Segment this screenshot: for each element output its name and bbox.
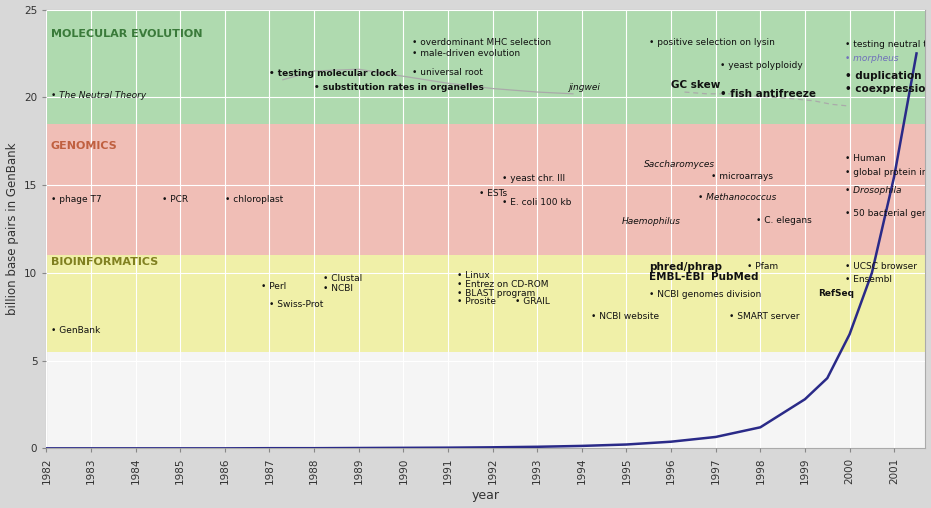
Text: RefSeq: RefSeq xyxy=(818,290,855,298)
Text: • Entrez on CD-ROM: • Entrez on CD-ROM xyxy=(457,280,548,289)
Text: EMBL-EBI: EMBL-EBI xyxy=(649,272,704,282)
Text: phred/phrap: phred/phrap xyxy=(649,262,722,272)
X-axis label: year: year xyxy=(472,489,500,502)
Text: • morpheus: • morpheus xyxy=(845,54,898,63)
Text: • Perl: • Perl xyxy=(261,282,286,292)
Text: • 50 bacterial genomes: • 50 bacterial genomes xyxy=(845,209,931,217)
Text: • global protein interaction maps: • global protein interaction maps xyxy=(845,168,931,177)
Text: • PCR: • PCR xyxy=(162,195,189,204)
Text: • testing molecular clock: • testing molecular clock xyxy=(269,69,398,78)
Text: GENOMICS: GENOMICS xyxy=(51,141,117,151)
Text: • yeast polyploidy: • yeast polyploidy xyxy=(721,61,803,70)
Text: • Methanococcus: • Methanococcus xyxy=(698,193,776,202)
Text: • UCSC browser: • UCSC browser xyxy=(845,262,917,271)
Text: • duplication rates: • duplication rates xyxy=(845,71,931,81)
Text: BIOINFORMATICS: BIOINFORMATICS xyxy=(51,258,158,267)
Text: • GRAIL: • GRAIL xyxy=(515,297,550,306)
Text: • The Neutral Theory: • The Neutral Theory xyxy=(51,91,146,100)
Text: • coexpression of neighbors: • coexpression of neighbors xyxy=(845,83,931,93)
Text: • microarrays: • microarrays xyxy=(711,172,774,181)
Text: • NCBI: • NCBI xyxy=(323,284,353,293)
Text: • Swiss-Prot: • Swiss-Prot xyxy=(269,300,324,309)
Text: MOLECULAR EVOLUTION: MOLECULAR EVOLUTION xyxy=(51,29,202,39)
Bar xyxy=(47,123,925,256)
Text: • NCBI website: • NCBI website xyxy=(591,312,659,321)
Text: • positive selection on lysin: • positive selection on lysin xyxy=(649,39,775,47)
Text: • GenBank: • GenBank xyxy=(51,326,101,335)
Y-axis label: billion base pairs in GenBank: billion base pairs in GenBank xyxy=(6,143,19,315)
Text: • Prosite: • Prosite xyxy=(457,297,496,306)
Text: • E. coli 100 kb: • E. coli 100 kb xyxy=(502,198,571,207)
Bar xyxy=(47,256,925,352)
Text: • universal root: • universal root xyxy=(412,68,483,77)
Text: • ESTs: • ESTs xyxy=(479,189,507,198)
Text: jingwei: jingwei xyxy=(569,83,600,92)
Text: • overdominant MHC selection: • overdominant MHC selection xyxy=(412,39,551,47)
Text: • phage T7: • phage T7 xyxy=(51,195,101,204)
Text: • NCBI genomes division: • NCBI genomes division xyxy=(649,290,761,299)
Text: Saccharomyces: Saccharomyces xyxy=(644,160,715,169)
Text: • Human: • Human xyxy=(845,154,886,163)
Text: • Drosophila: • Drosophila xyxy=(845,186,901,195)
Text: GC skew: GC skew xyxy=(671,80,721,90)
Text: • C. elegans: • C. elegans xyxy=(756,216,812,225)
Text: • male-driven evolution: • male-driven evolution xyxy=(412,49,520,58)
Bar xyxy=(47,10,925,123)
Text: • Ensembl: • Ensembl xyxy=(845,275,892,284)
Text: • Pfam: • Pfam xyxy=(747,262,778,271)
Text: PubMed: PubMed xyxy=(711,272,759,282)
Text: • BLAST program: • BLAST program xyxy=(457,289,535,298)
Text: • fish antifreeze: • fish antifreeze xyxy=(721,89,816,99)
Text: • testing neutral theory: • testing neutral theory xyxy=(845,40,931,49)
Text: Haemophilus: Haemophilus xyxy=(622,217,681,227)
Text: • yeast chr. III: • yeast chr. III xyxy=(502,174,565,182)
Text: • chloroplast: • chloroplast xyxy=(225,195,283,204)
Text: • substitution rates in organelles: • substitution rates in organelles xyxy=(314,83,484,92)
Text: • Clustal: • Clustal xyxy=(323,274,362,282)
Text: • Linux: • Linux xyxy=(457,271,490,280)
Text: • SMART server: • SMART server xyxy=(729,312,800,321)
